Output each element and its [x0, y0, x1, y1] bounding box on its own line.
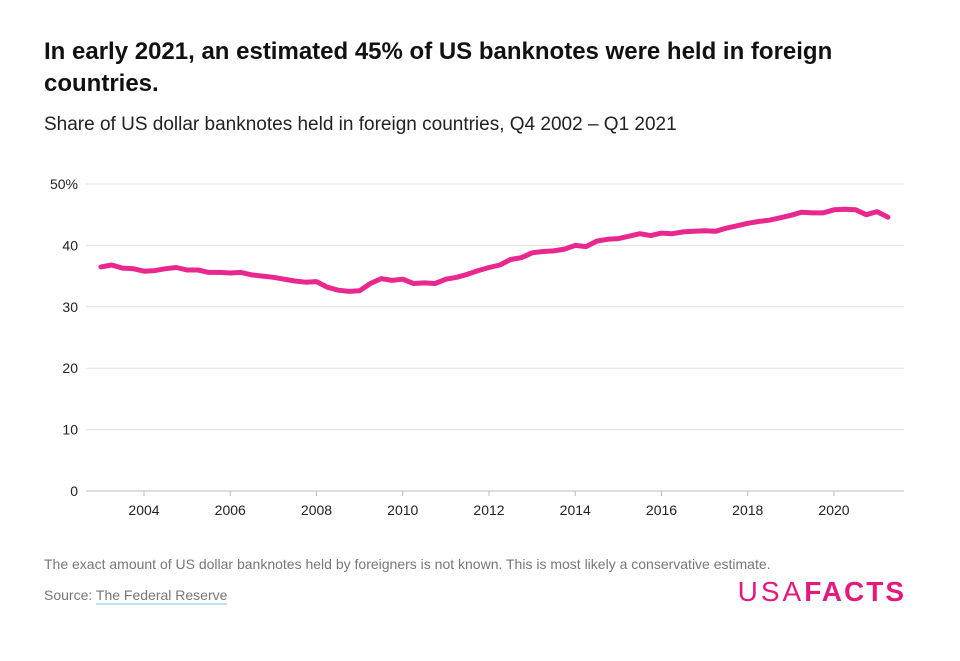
logo-light: USA — [737, 576, 805, 607]
y-tick-label: 20 — [62, 360, 78, 376]
source-label: Source: — [44, 587, 96, 603]
y-tick-label: 10 — [62, 422, 78, 438]
series-line — [98, 206, 891, 294]
footnote: The exact amount of US dollar banknotes … — [44, 556, 771, 572]
x-tick-label: 2020 — [818, 502, 849, 518]
x-tick-label: 2008 — [301, 502, 332, 518]
x-tick-label: 2016 — [646, 502, 677, 518]
chart-title: In early 2021, an estimated 45% of US ba… — [44, 38, 833, 97]
x-tick-label: 2010 — [387, 502, 418, 518]
x-tick-label: 2014 — [560, 502, 591, 518]
source: Source: The Federal Reserve — [44, 587, 228, 605]
usafacts-logo: USAFACTS — [738, 576, 906, 608]
logo-bold: FACTS — [804, 576, 906, 607]
y-tick-label: 40 — [62, 237, 78, 253]
y-tick-label: 30 — [62, 299, 78, 315]
chart-subtitle: Share of US dollar banknotes held in for… — [44, 114, 677, 135]
y-tick-label: 50% — [50, 176, 78, 192]
x-tick-label: 2004 — [128, 502, 159, 518]
x-tick-label: 2018 — [732, 502, 763, 518]
y-tick-label: 0 — [70, 483, 78, 499]
x-tick-label: 2006 — [215, 502, 246, 518]
x-tick-label: 2012 — [473, 502, 504, 518]
source-link[interactable]: The Federal Reserve — [95, 587, 228, 605]
